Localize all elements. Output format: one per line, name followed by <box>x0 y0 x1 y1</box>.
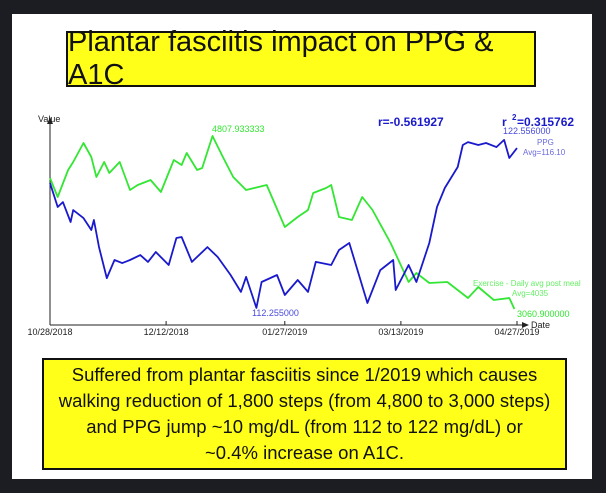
ppg-legend-name: PPG <box>537 138 554 147</box>
x-axis-arrow-icon <box>522 322 529 328</box>
r-value: r=-0.561927 <box>378 115 444 129</box>
ppg-max-label: 122.556000 <box>503 126 551 136</box>
ppg-legend-avg: Avg=116.10 <box>523 148 566 157</box>
y-axis-arrow-icon <box>47 117 53 124</box>
x-tick-label: 12/12/2018 <box>144 327 189 337</box>
slide-title: Plantar fasciitis impact on PPG & A1C <box>66 26 536 91</box>
x-tick-label: 04/27/2019 <box>494 327 539 337</box>
x-tick-label: 10/28/2018 <box>27 327 72 337</box>
x-tick-label: 01/27/2019 <box>262 327 307 337</box>
y-axis-label: Value <box>38 114 60 124</box>
r2-value: =0.315762 <box>517 115 574 129</box>
x-axis-label: Date <box>531 320 550 330</box>
exercise-min-label: 3060.900000 <box>517 309 570 319</box>
summary-note: Suffered from plantar fasciitis since 1/… <box>42 358 567 470</box>
x-tick-label: 03/13/2019 <box>378 327 423 337</box>
r2-superscript: 2 <box>512 113 517 122</box>
exercise-series-line <box>49 135 516 310</box>
exercise-legend-avg: Avg=4035 <box>512 289 549 298</box>
r2-prefix: r <box>502 115 507 129</box>
ppg-min-label: 112.255000 <box>252 308 299 318</box>
exercise-legend-name: Exercise - Daily avg post meal <box>473 279 581 288</box>
exercise-max-label: 4807.933333 <box>212 124 265 134</box>
ppg-series-line <box>49 138 518 309</box>
